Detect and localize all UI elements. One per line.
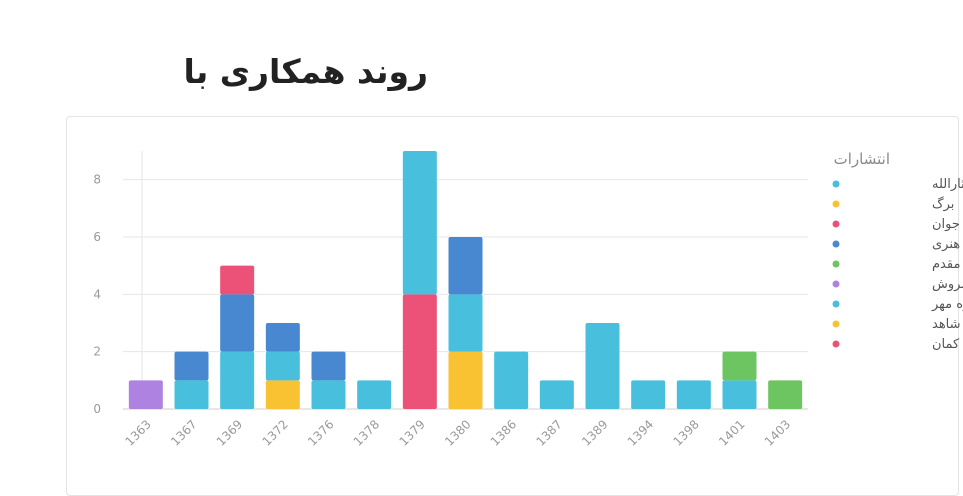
- legend-title: انتشارات: [834, 150, 890, 168]
- legend-marker: [832, 200, 840, 208]
- y-tick-label: 4: [93, 287, 101, 301]
- bar-segment[interactable]: [448, 294, 483, 352]
- legend-marker: [832, 260, 840, 268]
- bar-segment[interactable]: [128, 380, 163, 409]
- x-tick-label: 1394: [625, 417, 656, 448]
- bar-segment[interactable]: [265, 323, 300, 352]
- x-tick-label: 1376: [305, 417, 336, 448]
- x-tick-label: 1378: [351, 417, 382, 448]
- bar-segment[interactable]: [631, 380, 666, 409]
- legend-marker: [832, 340, 840, 348]
- legend-item[interactable]: خط مقدم: [932, 257, 963, 272]
- legend-item[interactable]: سوره مهر: [931, 297, 963, 312]
- bar-segment[interactable]: [311, 351, 346, 381]
- x-tick-label: 1372: [259, 417, 290, 448]
- legend-marker: [832, 180, 840, 188]
- bar-segment[interactable]: [402, 151, 437, 295]
- bar-segment[interactable]: [220, 265, 255, 295]
- y-tick-label: 0: [93, 402, 101, 416]
- x-tick-label: 1386: [488, 417, 519, 448]
- bar-segment[interactable]: [768, 380, 803, 409]
- legend-marker: [832, 220, 840, 228]
- bar-segment[interactable]: [494, 351, 529, 409]
- bar-segment[interactable]: [539, 380, 574, 409]
- bar-segment[interactable]: [402, 294, 437, 409]
- bar-segment[interactable]: [722, 351, 757, 381]
- legend-item[interactable]: جوان: [932, 217, 960, 232]
- bar-segment[interactable]: [448, 237, 483, 295]
- x-tick-label: 1379: [396, 417, 427, 448]
- x-tick-label: 1363: [122, 417, 153, 448]
- stacked-bar-chart: 0 2 4 6 8 1363 1367 1369 1372 1376 1378 1379 1380 138…: [93, 150, 963, 449]
- legend-marker: [832, 240, 840, 248]
- legend-item[interactable]: برگ: [932, 195, 954, 212]
- x-tick-label: 1398: [670, 417, 701, 448]
- bar-segment[interactable]: [585, 323, 620, 409]
- y-tick-label: 2: [93, 345, 101, 359]
- legend-marker: [832, 300, 840, 308]
- x-tick-label: 1369: [214, 417, 245, 448]
- legend-item[interactable]: سروش: [932, 277, 963, 292]
- legend-item[interactable]: لشگر ۴۱ ثارالله: [932, 176, 963, 192]
- bar-segment[interactable]: [265, 351, 300, 381]
- x-tick-label: 1367: [168, 417, 199, 448]
- bar-segment[interactable]: [220, 351, 255, 409]
- bar-segment[interactable]: [174, 380, 209, 409]
- x-tick-label: 1387: [533, 417, 564, 448]
- legend-item[interactable]: شاهد: [932, 317, 961, 332]
- x-tick-label: 1401: [716, 417, 747, 448]
- y-tick-label: 6: [93, 230, 101, 244]
- bar-segment[interactable]: [676, 380, 711, 409]
- x-tick-label: 1380: [442, 417, 473, 448]
- bar-segment[interactable]: [174, 351, 209, 381]
- bar-segment[interactable]: [311, 380, 346, 409]
- bar-segment[interactable]: [722, 380, 757, 409]
- bar-segment[interactable]: [357, 380, 392, 409]
- bar-segment[interactable]: [448, 351, 483, 409]
- y-tick-label: 8: [93, 173, 101, 187]
- x-tick-label: 1403: [762, 417, 793, 448]
- legend-item[interactable]: کمان: [932, 337, 960, 352]
- bar-segment[interactable]: [220, 294, 255, 352]
- legend-marker: [832, 320, 840, 328]
- legend-item[interactable]: حوزه هنری: [932, 237, 963, 252]
- x-tick-label: 1389: [579, 417, 610, 448]
- bar-segment[interactable]: [265, 380, 300, 409]
- legend-marker: [832, 280, 840, 288]
